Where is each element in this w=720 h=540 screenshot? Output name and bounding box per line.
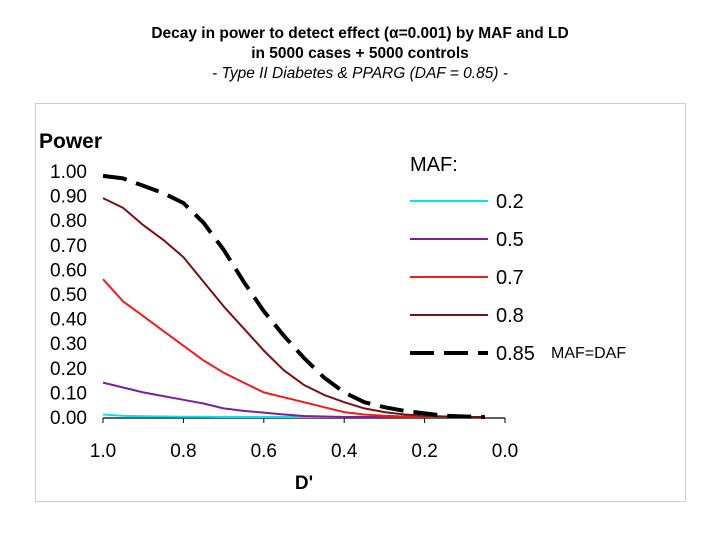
legend-label-maf-0-7: 0.7 bbox=[496, 267, 524, 289]
y-tick-label: 0.30 bbox=[50, 334, 87, 355]
y-tick-label: 0.00 bbox=[50, 408, 87, 429]
chart-title-line1: Decay in power to detect effect (α=0.001… bbox=[151, 25, 569, 42]
series-line-maf-0-7 bbox=[102, 278, 485, 418]
y-tick-label: 0.80 bbox=[50, 211, 87, 232]
legend-label-maf-0-2: 0.2 bbox=[496, 191, 524, 213]
y-tick-label: 0.90 bbox=[50, 187, 87, 208]
y-tick-label: 0.70 bbox=[50, 236, 87, 257]
annotation-maf-daf: MAF=DAF bbox=[551, 345, 626, 362]
y-tick-label: 0.20 bbox=[50, 359, 87, 380]
x-axis-label: D' bbox=[295, 473, 313, 494]
series-line-maf-0-8 bbox=[102, 197, 485, 418]
x-tick-label: 0.6 bbox=[251, 441, 277, 462]
y-tick-label: 1.00 bbox=[50, 162, 87, 183]
legend-label-maf-0-8: 0.8 bbox=[496, 305, 524, 327]
series-line-maf-0-85 bbox=[102, 173, 485, 419]
legend-title: MAF: bbox=[410, 154, 458, 176]
x-tick-label: 0.4 bbox=[331, 441, 358, 462]
y-axis-label: Power bbox=[39, 130, 102, 153]
x-tick-label: 0.8 bbox=[170, 441, 196, 462]
y-tick-label: 0.50 bbox=[50, 285, 87, 306]
y-tick-label: 0.40 bbox=[50, 310, 87, 331]
legend-label-maf-0-85: 0.85 bbox=[496, 343, 535, 365]
y-tick-label: 0.60 bbox=[50, 260, 87, 281]
x-tick-label: 0.0 bbox=[492, 441, 518, 462]
chart-subtitle: - Type II Diabetes & PPARG (DAF = 0.85) … bbox=[212, 65, 508, 82]
y-tick-label: 0.10 bbox=[50, 383, 87, 404]
legend-label-maf-0-5: 0.5 bbox=[496, 229, 524, 251]
chart-title-line2: in 5000 cases + 5000 controls bbox=[251, 45, 469, 62]
title-block: Decay in power to detect effect (α=0.001… bbox=[0, 24, 720, 84]
chart-marks: Power 0.00 0.10 0.20 0.30 0.40 0.50 0.60 0.70 0.8… bbox=[39, 130, 626, 494]
x-tick-label: 0.2 bbox=[411, 441, 437, 462]
chart-frame bbox=[35, 103, 686, 502]
x-tick-label: 1.0 bbox=[90, 441, 116, 462]
